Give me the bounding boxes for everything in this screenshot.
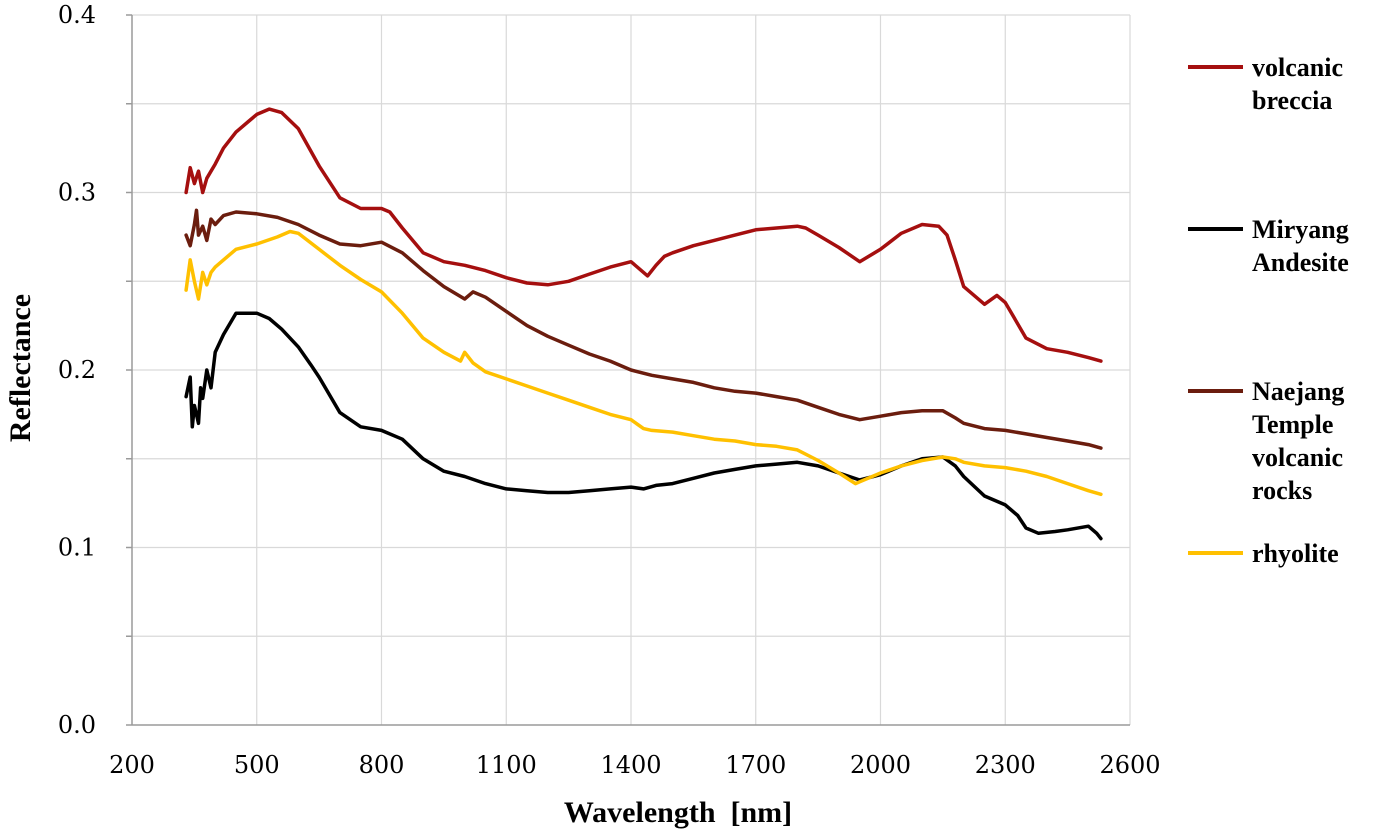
- series-line-rhyolite: [184, 229, 1103, 497]
- y-axis-title: Reflectance: [4, 294, 37, 442]
- y-tick-label: 0.2: [58, 356, 96, 384]
- x-tick-label: 1400: [600, 751, 661, 779]
- legend-label: Naejang Temple volcanic rocks: [1252, 377, 1344, 505]
- x-tick-labels: 200 500 800 1100 1400 1700 2000 2300 2600: [109, 751, 1160, 779]
- y-tick-label: 0.1: [58, 534, 96, 562]
- x-tick-label: 1700: [725, 751, 786, 779]
- axes: [126, 14, 1130, 726]
- x-tick-label: 200: [109, 751, 155, 779]
- x-tick-label: 1100: [476, 751, 537, 779]
- x-tick-label: 2300: [975, 751, 1036, 779]
- legend-label: Miryang Andesite: [1252, 215, 1349, 277]
- legend-label: rhyolite: [1252, 539, 1339, 568]
- x-axis-title: Wavelength [nm]: [564, 796, 792, 829]
- series-line-naejang-temple-volcanic-rocks: [184, 208, 1103, 450]
- series-line-volcanic-breccia: [184, 107, 1103, 363]
- x-tick-label: 500: [234, 751, 280, 779]
- x-tick-label: 2600: [1099, 751, 1160, 779]
- y-tick-label: 0.4: [58, 1, 96, 29]
- y-tick-label: 0.0: [58, 711, 96, 739]
- series-line-miryang-andesite: [184, 311, 1103, 541]
- series-lines: [184, 107, 1103, 541]
- y-tick-labels: 0.0 0.1 0.2 0.3 0.4: [58, 1, 96, 739]
- legend: volcanic breccia Miryang Andesite Naejang Tem…: [1188, 53, 1349, 568]
- x-tick-label: 800: [359, 751, 405, 779]
- legend-label: volcanic breccia: [1252, 53, 1343, 115]
- x-tick-label: 2000: [850, 751, 911, 779]
- y-tick-label: 0.3: [58, 179, 96, 207]
